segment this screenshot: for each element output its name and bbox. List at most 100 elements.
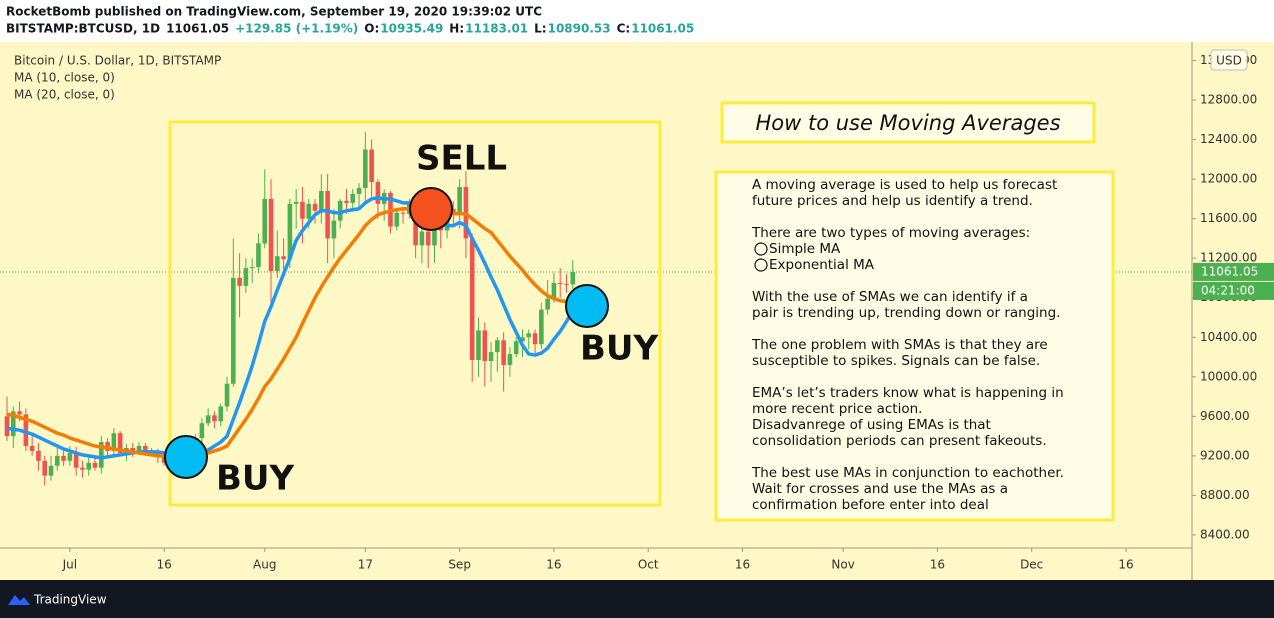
y-tick-label: 8400.00 [1200,527,1250,541]
candle-body [199,423,205,439]
x-tick-label: Oct [638,558,659,572]
x-tick-label: Jul [62,558,77,572]
candle-body [501,340,506,365]
brand: TradingView [33,593,107,607]
candle-body [363,149,368,189]
note-line: The best use MAs in conjunction to eacho… [751,465,1064,481]
candle-body [287,203,293,260]
candle-body [29,445,35,451]
candle-body [469,238,475,361]
note-line: EMA’s let’s traders know what is happeni… [752,385,1064,401]
candle-body [205,415,211,424]
ma-line [6,196,575,460]
text-box [714,170,1115,522]
candle-body [306,203,312,219]
candle-body [400,212,406,214]
candle-body [212,415,217,422]
candle-body [325,190,330,239]
header-value: 11061.05 [631,22,694,36]
candle-body [507,354,513,365]
candle-body [539,309,544,345]
candle-body [10,411,16,437]
note-line: consolidation periods can present fakeou… [752,433,1047,449]
y-tick-label: 9200.00 [1200,448,1250,462]
candle-body [86,462,92,470]
candle-body [80,467,85,470]
x-tick-label: 17 [358,558,373,572]
candle-body [457,187,462,214]
note-option: Simple MA [769,241,841,257]
candle-body [143,445,148,452]
notes: A moving average is used to help us fore… [751,177,1064,513]
candle-body [281,256,286,260]
x-tick-label: 16 [546,558,561,572]
candle-body [54,455,60,466]
ohlc-label: O: [364,22,379,36]
x-tick-label: Dec [1020,558,1043,572]
y-tick-label: 10400.00 [1200,330,1257,344]
candle-body [557,282,563,284]
legend-entry: MA (10, close, 0) [14,71,115,85]
candle-body [513,341,519,355]
currency: USD [1216,54,1242,68]
currency-badge [1210,49,1248,71]
note-line: With the use of SMAs we can identify if … [752,289,1028,305]
x-tick-label: Aug [253,558,276,572]
last-price: 11061.05 [1201,264,1258,278]
candle-body [419,231,425,246]
box-title: How to use Moving Averages [755,111,1060,135]
y-tick-label: 12400.00 [1200,132,1257,146]
candle-body [117,433,123,453]
candle-body [551,282,557,299]
header-value: 11061.05 [166,22,229,36]
legend-entry: MA (20, close, 0) [14,88,115,102]
candle-body [17,411,22,415]
brand-logo [8,595,30,605]
buy-label: BUY [216,459,295,499]
note-line: The one problem with SMAs is that they a… [751,337,1048,353]
candle-body [432,224,437,246]
publish-info: RocketBomb published on TradingView.com,… [6,5,542,19]
candle-body [526,333,532,338]
candle-body [92,462,98,468]
candle-body [237,277,242,286]
candle-body [98,442,104,468]
candle-body [224,383,230,407]
candle-body [488,352,494,361]
candle-body [42,460,48,476]
candle-body [111,433,117,451]
note-line: pair is trending up, trending down or ra… [752,305,1060,321]
candle-body [495,340,500,353]
y-tick-label: 12800.00 [1200,93,1257,107]
candle-body [275,256,280,272]
candle-body [4,416,10,437]
highlight-box [168,120,662,507]
header-value: 10890.53 [548,22,611,36]
candle-body [293,201,299,204]
y-tick-label: 8800.00 [1200,488,1250,502]
header-bg [0,0,1274,42]
chart-title: Bitcoin / U.S. Dollar, 1D, BITSTAMP [14,54,221,68]
ohlc-label: C: [617,22,631,36]
candle-body [369,149,374,183]
candle-body [262,198,268,244]
note-line: There are two types of moving averages: [751,225,1030,241]
header-value: 11183.01 [465,22,528,36]
buy-marker [164,435,208,479]
countdown-badge [1193,281,1274,300]
note-line: future prices and help us identify a tre… [752,193,1033,209]
radio [754,242,768,256]
radio [754,258,768,272]
candle-body [312,203,318,211]
candle-body [256,243,261,268]
candle-body [23,414,29,446]
ohlc-label: L: [534,22,546,36]
sell-marker [409,187,453,231]
y-tick-label: 12000.00 [1200,172,1257,186]
candle-body [520,337,525,342]
candle-body [319,190,324,211]
title-box [720,101,1096,144]
note-line: A moving average is used to help us fore… [752,177,1057,193]
candle-body [344,200,349,203]
